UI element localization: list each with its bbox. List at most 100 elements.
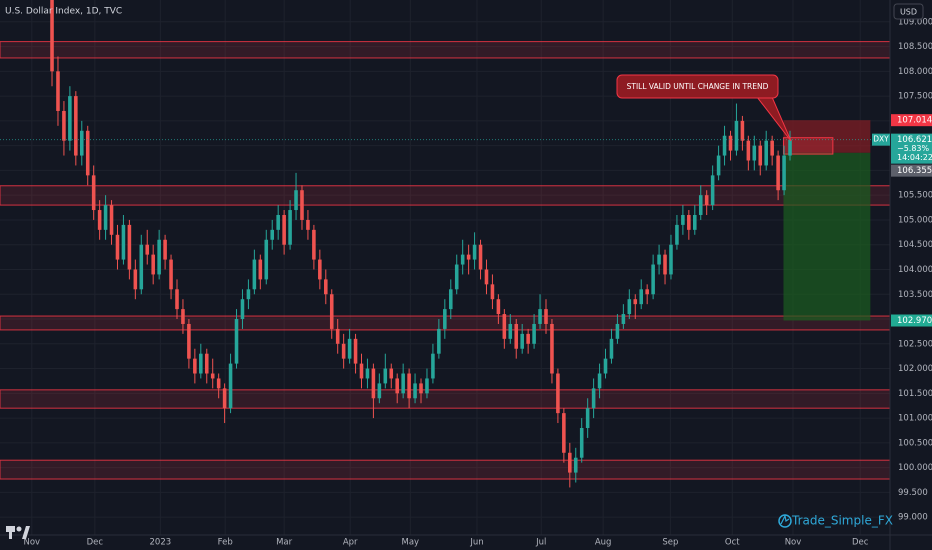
chart-title: U.S. Dollar Index, 1D, TVC: [5, 7, 122, 17]
candle-body: [252, 259, 257, 290]
candle-body: [437, 328, 441, 354]
candle-body: [121, 224, 126, 260]
y-tick-label: 100.500: [898, 438, 932, 448]
candle-body: [478, 244, 483, 270]
candle-body: [484, 269, 489, 285]
candle-body: [62, 110, 66, 141]
y-tick-label: 101.000: [898, 414, 932, 424]
last-price-label: 106.621: [897, 135, 932, 145]
x-tick-label: Feb: [218, 538, 233, 548]
candle-body: [550, 323, 554, 374]
candle-body: [657, 254, 661, 265]
candle-body: [556, 373, 560, 414]
symbol-tag: DXY: [873, 135, 889, 144]
candle-body: [431, 353, 435, 379]
y-tick-label: 108.000: [898, 67, 932, 77]
candle-body: [199, 353, 203, 374]
candle-body: [187, 323, 191, 359]
candle-body: [538, 309, 542, 324]
candle-body: [151, 254, 155, 275]
candle-body: [133, 269, 138, 290]
entry-label-bg: [891, 164, 932, 177]
candle-body: [210, 373, 215, 379]
candle-body: [204, 353, 209, 374]
y-tick-label: 105.500: [898, 191, 932, 201]
candle-body: [139, 244, 144, 290]
candle-body: [526, 333, 530, 344]
logo-part: [9, 526, 12, 539]
candle-body: [395, 378, 399, 394]
x-tick-label: Nov: [23, 538, 40, 548]
y-tick-label: 109.000: [898, 17, 932, 27]
candle-body: [419, 383, 423, 394]
candle-body: [246, 289, 251, 300]
candle-body: [365, 368, 370, 379]
candle-body: [740, 120, 745, 141]
candle-body: [520, 333, 524, 349]
watermark-text: Trade_Simple_FX: [791, 514, 893, 528]
candle-body: [389, 368, 394, 379]
stop-label-bg: [891, 114, 932, 127]
candle-body: [383, 368, 388, 384]
candle-body: [169, 259, 173, 290]
candle-body: [609, 338, 614, 359]
x-tick-label: Nov: [785, 538, 802, 548]
y-tick-label: 108.500: [898, 42, 932, 52]
time-axis: Nov Dec 2023 Feb Mar Apr May Jun Jul Aug Sep Oct Nov…: [23, 538, 868, 548]
plot-area: [0, 0, 890, 488]
candle-body: [306, 219, 310, 230]
candle-body: [728, 135, 733, 151]
candle-body: [681, 214, 685, 225]
candle-body: [466, 254, 471, 260]
candle-body: [193, 358, 197, 374]
x-tick-label: Dec: [852, 538, 869, 548]
candle-body: [324, 279, 328, 295]
candle-body: [454, 264, 459, 290]
candle-body: [413, 383, 417, 399]
loss-area: [783, 120, 871, 153]
candle-body: [532, 323, 536, 344]
y-tick-label: 104.500: [898, 240, 932, 250]
candle-body: [508, 323, 513, 339]
candle-body: [502, 314, 507, 339]
candle-body: [97, 210, 102, 230]
candle-body: [448, 289, 453, 310]
candle-body: [222, 388, 227, 409]
candle-body: [633, 299, 638, 305]
candle-body: [312, 229, 316, 260]
x-tick-label: May: [402, 538, 420, 548]
candle-body: [764, 140, 768, 166]
watermark-icon: [780, 514, 790, 525]
symbol-tag-bg: [872, 133, 890, 146]
candle-body: [258, 259, 263, 280]
y-tick-label: 102.500: [898, 339, 932, 349]
y-tick-label: 103.500: [898, 290, 932, 300]
candle-body: [603, 358, 608, 374]
candle-body: [514, 323, 519, 349]
x-tick-label: Sep: [662, 538, 678, 548]
candle-body: [579, 428, 584, 458]
candle-body: [496, 299, 501, 315]
watermark: Trade_Simple_FX: [778, 514, 893, 528]
candle-body: [163, 239, 167, 260]
target-label: 102.970: [897, 316, 932, 326]
candle-body: [181, 309, 185, 324]
candle-body: [710, 175, 715, 206]
candle-body: [103, 205, 108, 230]
candle-body: [91, 175, 96, 211]
candle-body: [562, 413, 566, 453]
currency-label[interactable]: USD: [900, 8, 917, 17]
y-tick-label: 102.000: [898, 364, 932, 374]
currency-button-frame[interactable]: [893, 3, 924, 20]
last-price-bg: [891, 133, 932, 164]
currency-button[interactable]: USD: [893, 3, 924, 20]
candle-body: [407, 373, 411, 399]
candle-body: [347, 338, 352, 359]
candle-body: [704, 195, 709, 206]
candle-body: [353, 338, 358, 364]
candle-body: [651, 264, 655, 295]
entry-label: 106.355: [897, 166, 932, 176]
candle-body: [228, 363, 233, 409]
candle-body: [50, 0, 54, 72]
zone: [0, 185, 890, 206]
